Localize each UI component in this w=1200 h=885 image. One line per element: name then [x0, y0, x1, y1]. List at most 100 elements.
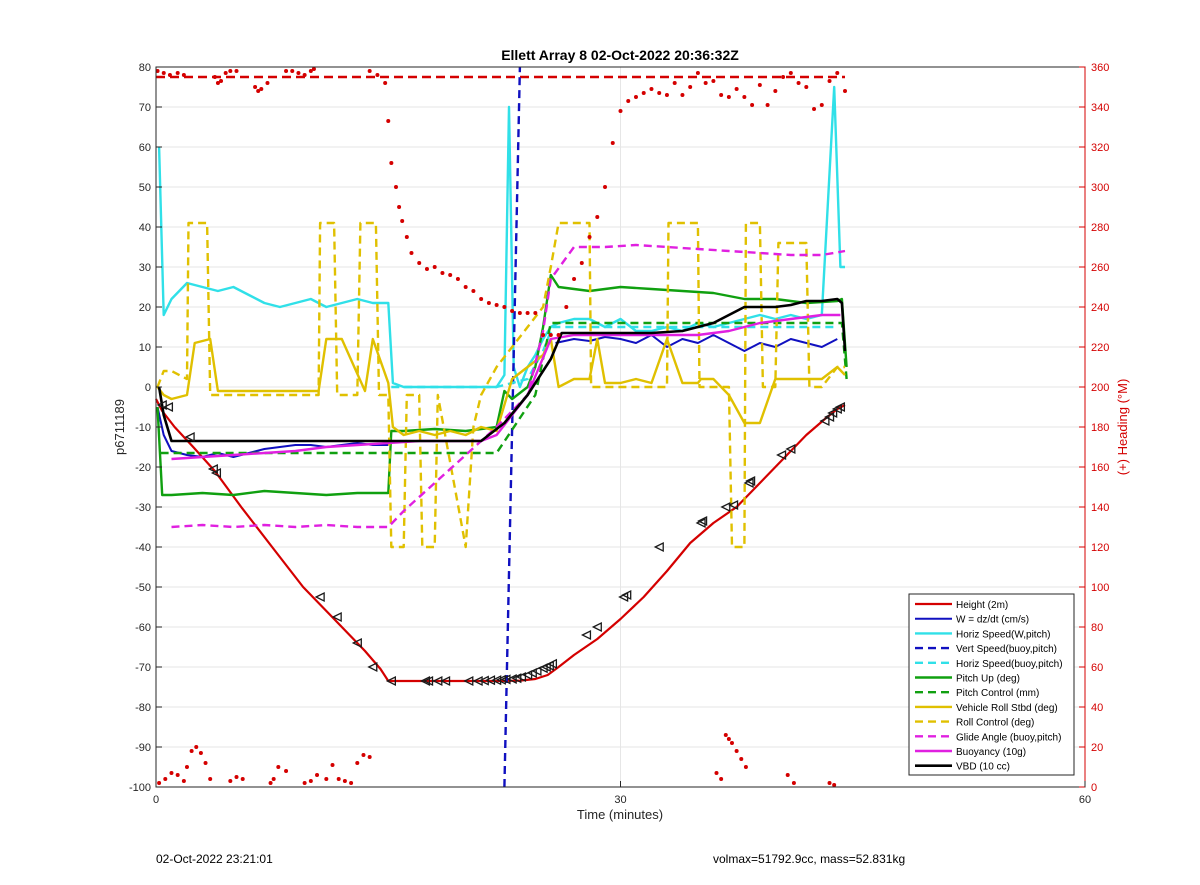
legend-label-5: Pitch Up (deg) — [956, 674, 1020, 685]
heading-point — [296, 71, 301, 75]
heading-point — [812, 107, 817, 111]
heading-point — [714, 771, 719, 775]
series-line-5 — [391, 325, 838, 389]
turn-marker — [207, 463, 218, 475]
turn-marker — [745, 475, 756, 487]
heading-point — [228, 779, 233, 783]
heading-point — [595, 215, 600, 219]
y-tick-label-17: -90 — [135, 742, 151, 754]
y-right-tick-label-5: 260 — [1091, 262, 1109, 274]
legend-label-3: Vert Speed(buoy,pitch) — [956, 644, 1057, 655]
heading-point — [194, 745, 199, 749]
legend-label-9: Glide Angle (buoy,pitch) — [956, 732, 1061, 743]
heading-point — [417, 261, 422, 265]
x-axis: 0 30 60 — [153, 781, 1091, 806]
series-line-6 — [156, 273, 848, 497]
turn-marker — [491, 675, 502, 686]
y-right-tick-label-18: 0 — [1091, 782, 1097, 794]
heading-point — [564, 305, 569, 309]
y-tick-label-2: 60 — [139, 142, 151, 154]
turn-marker — [495, 674, 506, 685]
heading-point — [409, 251, 414, 255]
heading-point — [525, 311, 530, 315]
heading-point — [603, 185, 608, 189]
heading-point — [330, 763, 335, 767]
heading-point — [494, 303, 499, 307]
heading-point — [548, 333, 553, 337]
heading-point — [234, 69, 239, 73]
y-axis-label: p6711189 — [112, 399, 127, 455]
heading-point — [349, 781, 354, 785]
legend: Height (2m) W = dz/dt (cm/s) Horiz Speed(W… — [908, 593, 1075, 776]
heading-point — [240, 777, 245, 781]
y-tick-label-9: -10 — [135, 422, 151, 434]
series-line-12 — [157, 297, 847, 443]
heading-point — [212, 75, 217, 79]
heading-point — [765, 103, 770, 107]
footer-timestamp: 02-Oct-2022 23:21:01 — [156, 852, 273, 866]
heading-point — [367, 69, 372, 73]
legend-label-6: Pitch Control (mm) — [956, 688, 1039, 699]
heading-point — [688, 85, 693, 89]
heading-point — [355, 761, 360, 765]
heading-point — [383, 81, 388, 85]
heading-point — [502, 305, 507, 309]
heading-point — [626, 99, 631, 103]
turn-marker — [531, 665, 542, 677]
y-tick-label-5: 30 — [139, 262, 151, 274]
x-tick-label-2: 60 — [1079, 794, 1091, 806]
legend-label-2: Horiz Speed(W,pitch) — [956, 629, 1050, 640]
turn-marker — [184, 431, 195, 443]
heading-point — [649, 87, 654, 91]
turn-marker — [720, 501, 731, 513]
heading-point — [265, 81, 270, 85]
heading-point — [268, 781, 273, 785]
heading-point — [311, 67, 316, 71]
heading-point — [228, 69, 233, 73]
heading-point — [734, 87, 739, 91]
heading-point — [432, 265, 437, 269]
heading-point — [579, 261, 584, 265]
heading-point — [393, 185, 398, 189]
y-right-tick-label-11: 140 — [1091, 502, 1109, 514]
turn-marker — [695, 517, 706, 529]
heading-point — [726, 737, 731, 741]
heading-point — [219, 79, 224, 83]
heading-point — [533, 311, 538, 315]
heading-point — [703, 81, 708, 85]
heading-point — [832, 783, 837, 787]
y-right-tick-label-12: 120 — [1091, 542, 1109, 554]
y-right-tick-label-15: 60 — [1091, 662, 1103, 674]
heading-point — [819, 103, 824, 107]
heading-point — [827, 79, 832, 83]
legend-label-10: Buoyancy (10g) — [956, 747, 1026, 758]
turn-marker — [385, 675, 396, 687]
heading-point — [618, 109, 623, 113]
heading-point — [723, 733, 728, 737]
heading-point — [827, 781, 832, 785]
heading-point — [271, 777, 276, 781]
y-right-tick-label-10: 160 — [1091, 462, 1109, 474]
heading-point — [641, 91, 646, 95]
heading-point — [734, 749, 739, 753]
y-right-tick-label-13: 100 — [1091, 582, 1109, 594]
heading-point — [773, 89, 778, 93]
y-right-tick-label-17: 20 — [1091, 742, 1103, 754]
heading-point — [448, 273, 453, 277]
heading-point — [276, 765, 281, 769]
turn-marker — [697, 515, 708, 527]
y-right-tick-label-2: 320 — [1091, 142, 1109, 154]
heading-point — [726, 95, 731, 99]
turn-marker — [653, 541, 664, 553]
legend-label-1: W = dz/dt (cm/s) — [956, 615, 1029, 626]
x-axis-label: Time (minutes) — [577, 807, 663, 822]
series-line-0 — [155, 398, 846, 683]
left-axis: 80 70 60 50 40 30 20 10 0 -10 -20 -30 -40 -50 -60 -70 -8… — [129, 62, 162, 794]
heading-point — [719, 777, 724, 781]
y-right-tick-label-16: 40 — [1091, 702, 1103, 714]
y-tick-label-11: -30 — [135, 502, 151, 514]
x-tick-label-0: 0 — [153, 794, 159, 806]
heading-point — [471, 289, 476, 293]
heading-point — [208, 777, 213, 781]
